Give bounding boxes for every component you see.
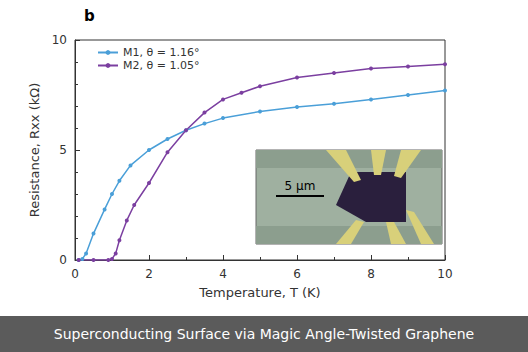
svg-text:10: 10 <box>52 33 67 47</box>
svg-text:0: 0 <box>59 253 67 267</box>
svg-text:8: 8 <box>367 267 375 281</box>
svg-text:5: 5 <box>59 143 67 157</box>
svg-text:5 μm: 5 μm <box>285 179 316 193</box>
svg-text:2: 2 <box>145 267 153 281</box>
svg-text:Resistance, Rxx (kΩ): Resistance, Rxx (kΩ) <box>27 83 42 217</box>
svg-text:6: 6 <box>293 267 301 281</box>
svg-text:M1, θ = 1.16°: M1, θ = 1.16° <box>123 46 199 59</box>
svg-text:4: 4 <box>219 267 227 281</box>
svg-text:Temperature, T (K): Temperature, T (K) <box>198 285 320 300</box>
svg-text:10: 10 <box>437 267 452 281</box>
svg-text:Superconducting Surface via Ma: Superconducting Surface via Magic Angle-… <box>54 326 474 342</box>
svg-text:0: 0 <box>71 267 79 281</box>
svg-text:b: b <box>84 7 95 25</box>
svg-text:M2, θ = 1.05°: M2, θ = 1.05° <box>123 59 199 72</box>
